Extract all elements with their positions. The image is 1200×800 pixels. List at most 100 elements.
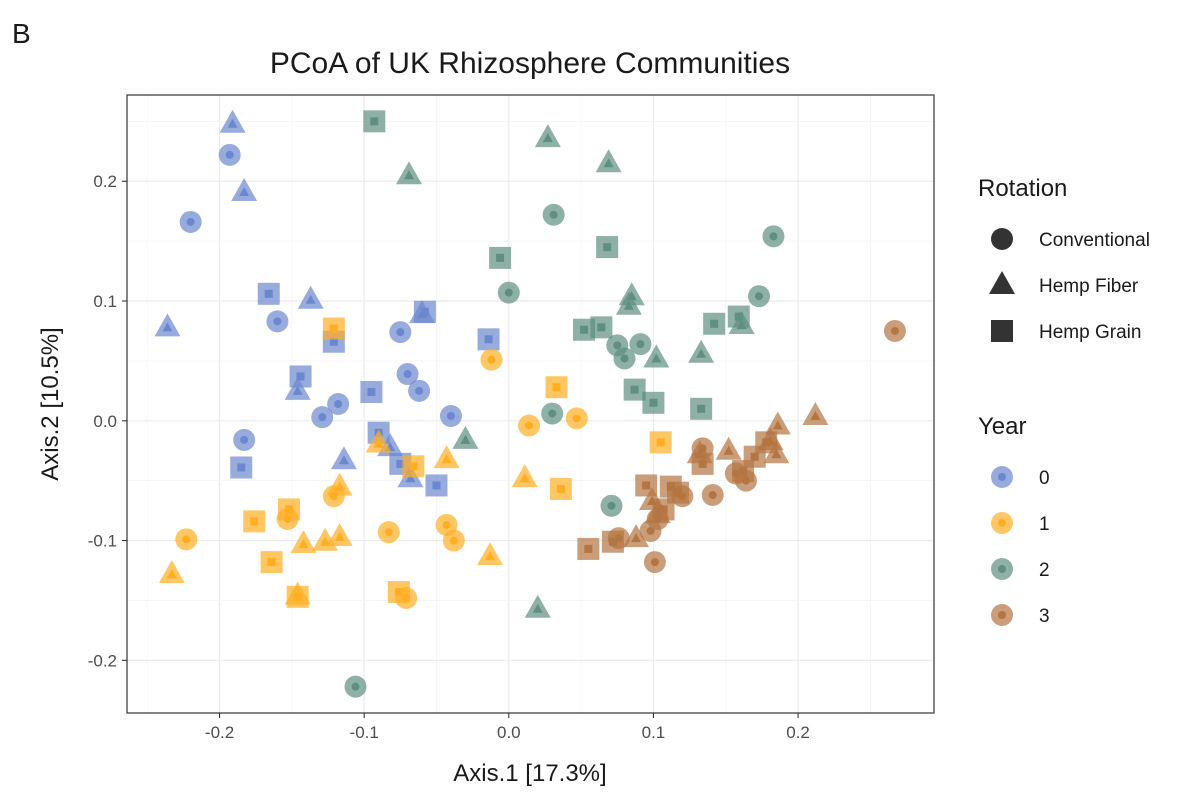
data-point-triangle-year-2 — [595, 149, 622, 173]
data-point-square-year-0 — [257, 282, 280, 305]
data-point-triangle-year-1 — [433, 445, 460, 469]
legend-rotation-label: Conventional — [1039, 230, 1150, 251]
data-point-triangle-year-1 — [158, 560, 185, 584]
data-point-square-year-0 — [360, 381, 383, 404]
data-point-square-year-1 — [549, 478, 572, 501]
legend-triangle-icon — [989, 271, 1015, 294]
y-tick-label: 0.2 — [93, 172, 117, 191]
data-point-triangle-year-1 — [511, 464, 538, 488]
data-point-circle-year-1 — [480, 348, 503, 371]
data-point-circle-year-2 — [344, 675, 367, 698]
data-point-square-year-2 — [596, 236, 619, 259]
data-point-circle-year-1 — [565, 407, 588, 430]
data-point-circle-year-2 — [600, 494, 623, 517]
data-point-square-year-2 — [690, 397, 713, 420]
data-point-square-year-2 — [573, 318, 596, 341]
data-point-square-year-2 — [623, 378, 646, 401]
data-point-square-year-1 — [243, 510, 266, 533]
data-point-circle-year-1 — [518, 414, 541, 437]
legend-year-swatch — [991, 558, 1013, 580]
y-tick-label: 0.0 — [93, 412, 117, 431]
legend-year-swatch — [991, 466, 1013, 488]
data-point-circle-year-0 — [389, 321, 412, 344]
legend-year-label: 2 — [1039, 560, 1050, 581]
legend-year-title: Year — [978, 413, 1027, 440]
data-point-square-year-2 — [590, 316, 613, 339]
data-point-square-year-1 — [277, 498, 300, 521]
data-point-circle-year-0 — [396, 363, 419, 386]
data-point-square-year-0 — [413, 300, 436, 323]
data-point-circle-year-2 — [762, 225, 785, 248]
data-point-circle-year-3 — [701, 484, 724, 507]
legend-rotation-items: Conventional Hemp Fiber Hemp Grain — [989, 228, 1150, 343]
data-point-triangle-year-1 — [326, 472, 353, 496]
y-tick-label: 0.1 — [93, 292, 117, 311]
y-tick-label: -0.1 — [88, 532, 117, 551]
x-axis-title: Axis.1 [17.3%] — [453, 760, 606, 787]
data-point-triangle-year-2 — [396, 161, 423, 185]
data-point-triangle-year-1 — [290, 530, 317, 554]
data-point-triangle-year-2 — [643, 344, 670, 368]
data-point-square-year-2 — [642, 391, 665, 414]
y-tick-label: -0.2 — [88, 651, 117, 670]
data-points — [154, 109, 906, 698]
data-point-square-year-2 — [727, 305, 750, 328]
y-axis-title: Axis.2 [10.5%] — [37, 327, 64, 480]
legend-square-icon — [991, 320, 1013, 342]
data-point-circle-year-0 — [439, 404, 462, 427]
data-point-circle-year-2 — [748, 285, 771, 308]
data-point-square-year-3 — [667, 481, 690, 504]
data-point-square-year-1 — [402, 455, 425, 478]
legend-rotation-title: Rotation — [978, 175, 1067, 202]
data-point-square-year-1 — [286, 585, 309, 608]
data-point-square-year-3 — [732, 460, 755, 483]
data-point-square-year-3 — [691, 452, 714, 475]
data-point-circle-year-3 — [643, 551, 666, 574]
data-point-triangle-year-0 — [284, 376, 311, 400]
data-point-circle-year-2 — [497, 281, 520, 304]
data-point-circle-year-2 — [541, 402, 564, 425]
data-point-square-year-0 — [289, 365, 312, 388]
data-point-square-year-2 — [703, 312, 726, 335]
data-point-circle-year-2 — [629, 333, 652, 356]
legend-circle-icon — [991, 228, 1013, 250]
data-point-square-year-3 — [652, 498, 675, 521]
data-point-square-year-0 — [477, 328, 500, 351]
data-point-circle-year-1 — [442, 529, 465, 552]
data-point-circle-year-0 — [408, 379, 431, 402]
data-point-triangle-year-0 — [330, 446, 357, 470]
data-point-circle-year-2 — [542, 203, 565, 226]
data-point-triangle-year-2 — [534, 124, 561, 148]
data-point-triangle-year-0 — [297, 285, 324, 309]
data-point-circle-year-0 — [233, 428, 256, 451]
data-point-square-year-2 — [363, 110, 386, 133]
legend-year-swatch — [991, 604, 1013, 626]
legend-year-label: 0 — [1039, 468, 1050, 489]
data-point-circle-year-0 — [179, 210, 202, 233]
x-axis: -0.2 -0.1 0.0 0.1 0.2 — [205, 713, 810, 742]
data-point-triangle-year-1 — [326, 522, 353, 546]
legend-rotation-label: Hemp Grain — [1039, 322, 1141, 343]
x-tick-label: 0.0 — [497, 723, 521, 742]
x-tick-label: 0.2 — [786, 723, 810, 742]
data-point-square-year-3 — [635, 474, 658, 497]
data-point-square-year-1 — [649, 431, 672, 454]
legend-rotation-label: Hemp Fiber — [1039, 276, 1139, 297]
data-point-square-year-3 — [601, 530, 624, 553]
data-point-triangle-year-0 — [231, 178, 258, 202]
data-point-triangle-year-0 — [219, 109, 246, 133]
data-point-circle-year-3 — [883, 319, 906, 342]
y-axis: -0.2 -0.1 0.0 0.1 0.2 — [88, 172, 127, 670]
data-point-triangle-year-2 — [524, 594, 551, 618]
plot-border — [126, 94, 935, 714]
data-point-square-year-2 — [489, 246, 512, 269]
data-point-square-year-1 — [260, 551, 283, 574]
data-point-circle-year-1 — [175, 528, 198, 551]
plot-panel — [126, 94, 935, 714]
data-point-square-year-0 — [230, 456, 253, 479]
data-point-square-year-1 — [322, 317, 345, 340]
panel-tag: B — [12, 18, 31, 49]
data-point-square-year-0 — [425, 474, 448, 497]
legend-year-label: 1 — [1039, 514, 1050, 535]
